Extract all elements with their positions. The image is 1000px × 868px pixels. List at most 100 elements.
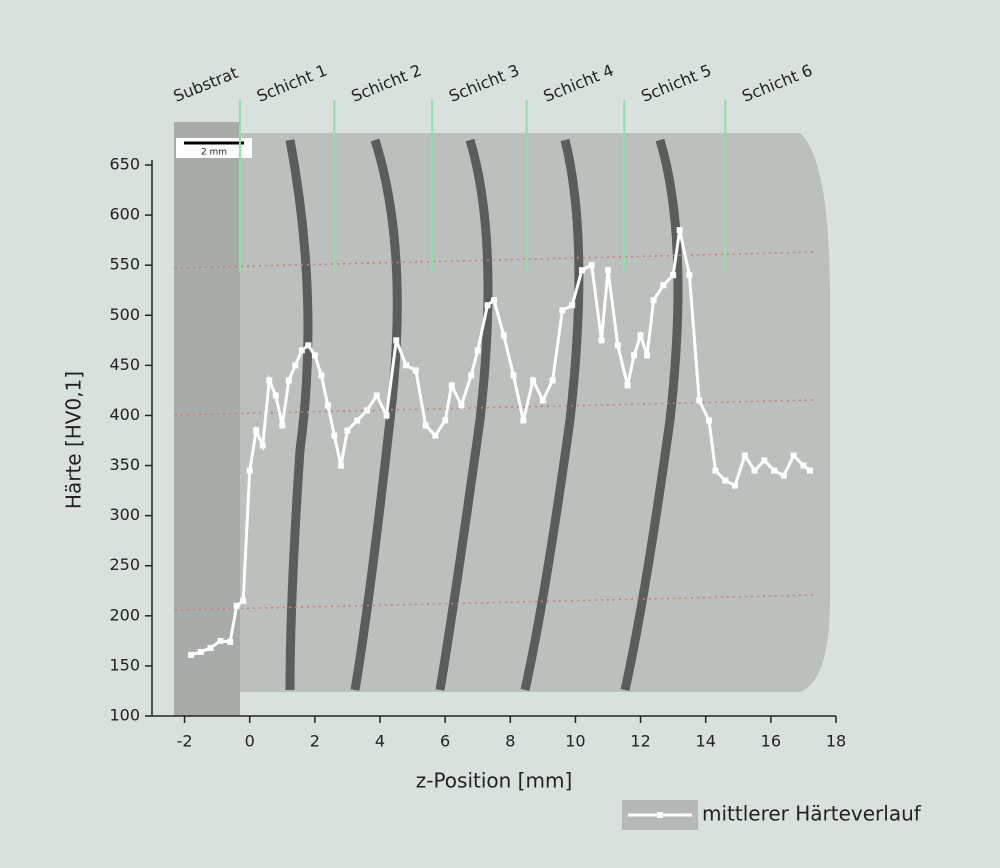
point	[324, 402, 331, 409]
x-tick-label: 14	[696, 732, 716, 751]
y-tick-label: 400	[109, 405, 140, 424]
x-axis-label: z-Position [mm]	[416, 769, 573, 793]
point	[305, 342, 312, 349]
point	[188, 651, 195, 658]
scale-bar-label: 2 mm	[201, 148, 227, 158]
point	[539, 397, 546, 404]
point	[670, 272, 677, 279]
point	[605, 267, 611, 274]
point	[331, 432, 338, 439]
point	[253, 427, 260, 434]
y-tick-label: 600	[109, 205, 140, 224]
point	[292, 362, 299, 369]
point	[751, 467, 758, 474]
y-tick-label: 100	[109, 706, 140, 725]
point	[240, 597, 247, 604]
point	[227, 638, 234, 645]
point	[272, 392, 279, 399]
point	[197, 648, 204, 655]
point	[806, 467, 813, 474]
x-tick-label: 12	[630, 732, 650, 751]
point	[761, 457, 768, 464]
point	[624, 382, 631, 389]
point	[393, 337, 400, 344]
point	[279, 422, 286, 429]
point	[363, 407, 370, 414]
y-axis-label: Härte [HV0,1]	[62, 371, 86, 509]
point	[741, 452, 748, 459]
point	[705, 417, 712, 424]
point	[790, 452, 797, 459]
series-line	[190, 229, 811, 657]
y-tick-label: 200	[109, 605, 140, 624]
point	[696, 397, 703, 404]
y-tick-label: 350	[109, 455, 140, 474]
y-tick-label: 450	[109, 355, 140, 374]
point	[771, 467, 778, 474]
substrate-image	[174, 122, 240, 716]
point	[510, 372, 517, 379]
point	[373, 392, 380, 399]
point	[484, 302, 491, 309]
x-tick-label: 10	[565, 732, 585, 751]
point	[337, 462, 344, 469]
y-tick-label: 500	[109, 305, 140, 324]
point	[432, 432, 439, 439]
point	[412, 367, 419, 374]
point	[422, 422, 429, 429]
point	[383, 412, 390, 419]
point	[549, 377, 556, 384]
y-tick-label: 550	[109, 255, 140, 274]
y-tick-label: 150	[109, 655, 140, 674]
point	[631, 352, 638, 359]
point	[233, 602, 240, 609]
point	[311, 352, 318, 359]
point	[722, 477, 729, 484]
point	[344, 427, 351, 434]
x-tick-label: 0	[245, 732, 255, 751]
point	[598, 337, 605, 344]
point	[569, 302, 576, 309]
point	[354, 417, 361, 424]
point	[686, 272, 693, 279]
point	[712, 467, 719, 474]
specimen-image	[240, 133, 830, 692]
point	[474, 347, 481, 354]
point	[559, 307, 566, 314]
point	[637, 332, 644, 339]
point	[458, 402, 465, 409]
point	[285, 377, 292, 384]
point	[660, 282, 667, 289]
point	[246, 467, 253, 474]
point	[266, 377, 273, 384]
legend-label: mittlerer Härteverlauf	[702, 802, 922, 826]
point	[207, 644, 214, 651]
point	[448, 382, 455, 389]
x-tick-label: 8	[505, 732, 515, 751]
point	[217, 637, 224, 644]
point	[676, 227, 683, 234]
point	[468, 372, 475, 379]
x-tick-label: 2	[310, 732, 320, 751]
legend-marker	[657, 812, 663, 818]
layer-seams	[285, 138, 683, 691]
point	[780, 472, 787, 479]
point	[530, 377, 537, 384]
x-tick-label: 18	[826, 732, 846, 751]
point	[298, 347, 305, 354]
point	[442, 417, 449, 424]
x-tick-label: 16	[761, 732, 781, 751]
y-tick-label: 250	[109, 555, 140, 574]
point	[318, 372, 325, 379]
x-tick-label: -2	[177, 732, 193, 751]
point	[644, 352, 651, 359]
point	[500, 332, 507, 339]
point	[614, 342, 621, 349]
point	[403, 362, 410, 369]
point	[259, 442, 266, 449]
point	[650, 297, 657, 304]
point	[800, 462, 807, 469]
point	[588, 262, 595, 269]
x-tick-label: 4	[375, 732, 385, 751]
